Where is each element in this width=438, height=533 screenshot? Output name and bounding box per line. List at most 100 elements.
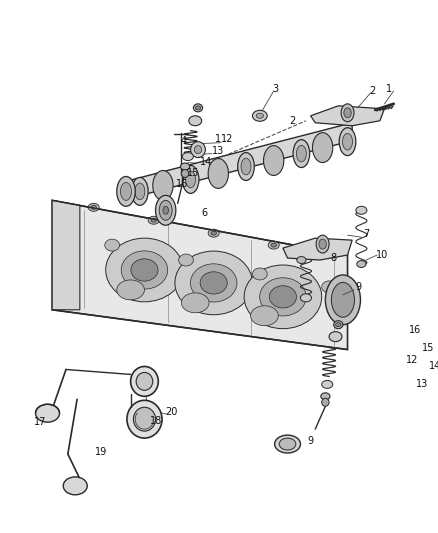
Ellipse shape	[319, 239, 326, 249]
Text: 16: 16	[409, 325, 421, 335]
Polygon shape	[52, 200, 80, 310]
Ellipse shape	[200, 272, 227, 294]
Ellipse shape	[329, 332, 342, 342]
Polygon shape	[311, 106, 385, 126]
Ellipse shape	[238, 152, 254, 181]
Text: 9: 9	[307, 436, 314, 446]
Ellipse shape	[325, 275, 360, 325]
Circle shape	[191, 142, 205, 158]
Ellipse shape	[175, 251, 252, 315]
Ellipse shape	[334, 321, 343, 329]
Ellipse shape	[271, 243, 276, 247]
Ellipse shape	[182, 166, 199, 193]
Ellipse shape	[321, 281, 336, 293]
Polygon shape	[121, 123, 352, 200]
Ellipse shape	[321, 381, 333, 389]
Ellipse shape	[244, 265, 321, 329]
Text: 2: 2	[289, 116, 295, 126]
Ellipse shape	[316, 235, 329, 253]
Text: 20: 20	[165, 407, 177, 417]
Ellipse shape	[117, 280, 145, 300]
Ellipse shape	[317, 253, 323, 257]
Text: 18: 18	[150, 416, 162, 426]
Text: 14: 14	[429, 361, 438, 372]
Text: 10: 10	[375, 250, 388, 260]
Ellipse shape	[151, 218, 156, 222]
Circle shape	[194, 146, 201, 154]
Ellipse shape	[332, 282, 354, 317]
Circle shape	[321, 398, 329, 406]
Ellipse shape	[314, 251, 325, 259]
Ellipse shape	[180, 163, 190, 170]
Ellipse shape	[131, 259, 158, 281]
Ellipse shape	[191, 264, 237, 302]
Ellipse shape	[312, 133, 333, 163]
Text: 15: 15	[187, 168, 200, 179]
Ellipse shape	[194, 104, 203, 112]
Ellipse shape	[148, 216, 159, 224]
Text: 1: 1	[215, 134, 221, 144]
Ellipse shape	[252, 110, 267, 122]
Text: 15: 15	[422, 343, 434, 352]
Ellipse shape	[343, 133, 353, 150]
Ellipse shape	[91, 205, 96, 209]
Ellipse shape	[297, 256, 306, 263]
Ellipse shape	[135, 183, 145, 200]
Ellipse shape	[251, 306, 278, 326]
Ellipse shape	[260, 278, 306, 316]
Ellipse shape	[321, 393, 330, 400]
Ellipse shape	[357, 261, 366, 268]
Polygon shape	[283, 238, 352, 260]
Text: 19: 19	[95, 447, 107, 457]
Ellipse shape	[297, 145, 306, 162]
Ellipse shape	[120, 182, 131, 200]
Text: 17: 17	[34, 417, 46, 427]
Text: 3: 3	[272, 84, 279, 94]
Ellipse shape	[264, 146, 284, 175]
Ellipse shape	[256, 114, 264, 118]
Ellipse shape	[293, 140, 310, 167]
Ellipse shape	[241, 158, 251, 175]
Ellipse shape	[182, 152, 194, 160]
Polygon shape	[52, 200, 347, 350]
Ellipse shape	[155, 196, 176, 225]
Ellipse shape	[163, 206, 169, 214]
Ellipse shape	[127, 400, 162, 438]
Ellipse shape	[88, 203, 99, 211]
Ellipse shape	[341, 104, 354, 122]
Ellipse shape	[117, 176, 135, 206]
Ellipse shape	[159, 200, 172, 220]
Text: 13: 13	[212, 146, 224, 156]
Ellipse shape	[63, 477, 87, 495]
Ellipse shape	[189, 116, 201, 126]
Text: 13: 13	[416, 379, 428, 390]
Ellipse shape	[153, 171, 173, 200]
Ellipse shape	[35, 404, 60, 422]
Text: 12: 12	[221, 134, 234, 144]
Ellipse shape	[279, 438, 296, 450]
Ellipse shape	[121, 251, 168, 289]
Ellipse shape	[336, 322, 341, 327]
Text: 8: 8	[331, 253, 337, 263]
Text: 2: 2	[369, 86, 375, 96]
Ellipse shape	[181, 293, 209, 313]
Text: 4: 4	[180, 136, 186, 146]
Ellipse shape	[131, 177, 148, 205]
Text: 1: 1	[386, 84, 392, 94]
Ellipse shape	[300, 294, 311, 302]
Text: 6: 6	[201, 208, 208, 219]
Ellipse shape	[356, 206, 367, 214]
Ellipse shape	[106, 238, 183, 302]
Ellipse shape	[208, 229, 219, 237]
Ellipse shape	[269, 286, 297, 308]
Ellipse shape	[105, 239, 120, 251]
Text: 16: 16	[176, 180, 188, 189]
Ellipse shape	[344, 108, 351, 118]
Text: 12: 12	[406, 354, 418, 365]
Ellipse shape	[275, 435, 300, 453]
Ellipse shape	[252, 268, 267, 280]
Ellipse shape	[208, 158, 229, 188]
Ellipse shape	[131, 367, 158, 397]
Ellipse shape	[195, 106, 201, 110]
Ellipse shape	[211, 231, 216, 235]
